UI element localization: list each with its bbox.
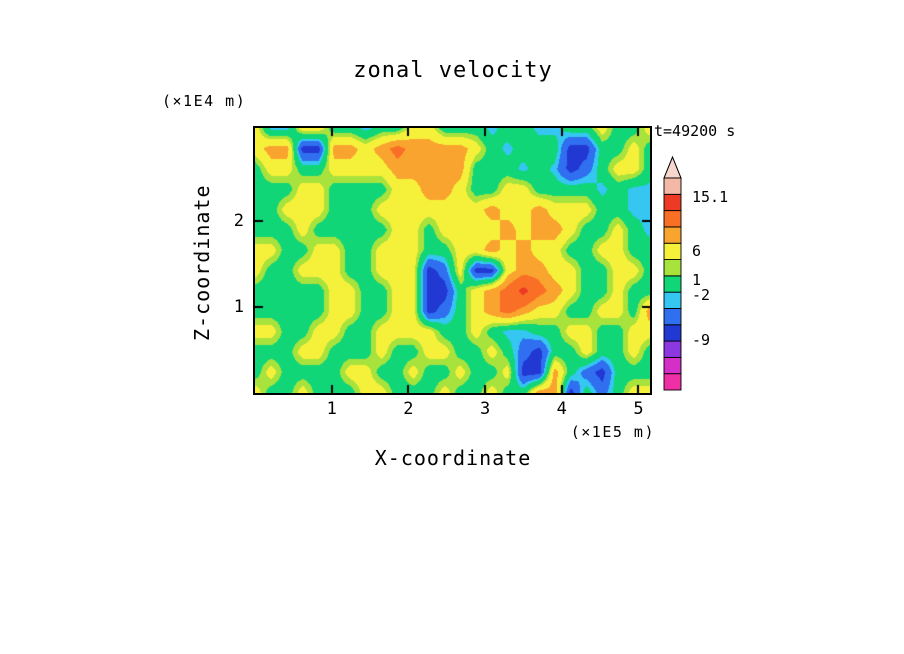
- colorbar-segment: [663, 291, 682, 309]
- x-tick-label: 2: [403, 399, 414, 419]
- colorbar: [663, 155, 682, 391]
- colorbar-segment: [663, 340, 682, 358]
- colorbar-value-label: 15.1: [692, 188, 729, 207]
- colorbar-segment: [663, 324, 682, 342]
- time-annotation: t=49200 s: [654, 122, 736, 140]
- colorbar-value-label: -2: [692, 285, 711, 304]
- colorbar-segment: [663, 308, 682, 326]
- colorbar-segment: [663, 193, 682, 212]
- colorbar-value-label: 1: [692, 270, 702, 289]
- y-axis-units-label: (×1E4 m): [162, 92, 247, 110]
- colorbar-arrow-icon: [663, 155, 682, 179]
- x-axis-units-label: (×1E5 m): [570, 423, 655, 441]
- x-tick-label: 5: [633, 399, 644, 419]
- heatmap-canvas: [255, 128, 650, 393]
- colorbar-value-label: -9: [692, 330, 711, 349]
- colorbar-segment: [663, 373, 682, 391]
- colorbar-segment: [663, 356, 682, 375]
- y-tick-label: 1: [233, 296, 244, 317]
- colorbar-value-label: 6: [692, 241, 702, 260]
- colorbar-segment: [663, 275, 682, 293]
- y-tick-label: 2: [233, 210, 244, 231]
- plot-frame: [253, 126, 652, 395]
- x-tick-label: 3: [479, 399, 491, 419]
- chart-title: zonal velocity: [353, 58, 553, 83]
- colorbar-segment: [663, 210, 682, 228]
- colorbar-segment: [663, 226, 682, 244]
- x-tick-label: 1: [326, 399, 337, 419]
- x-axis-label: X-coordinate: [374, 446, 532, 470]
- y-axis-label: Z-coordinate: [190, 184, 214, 342]
- colorbar-segment: [663, 177, 682, 195]
- colorbar-segment: [663, 242, 682, 260]
- x-tick-label: 4: [556, 399, 567, 419]
- colorbar-segment: [663, 259, 682, 277]
